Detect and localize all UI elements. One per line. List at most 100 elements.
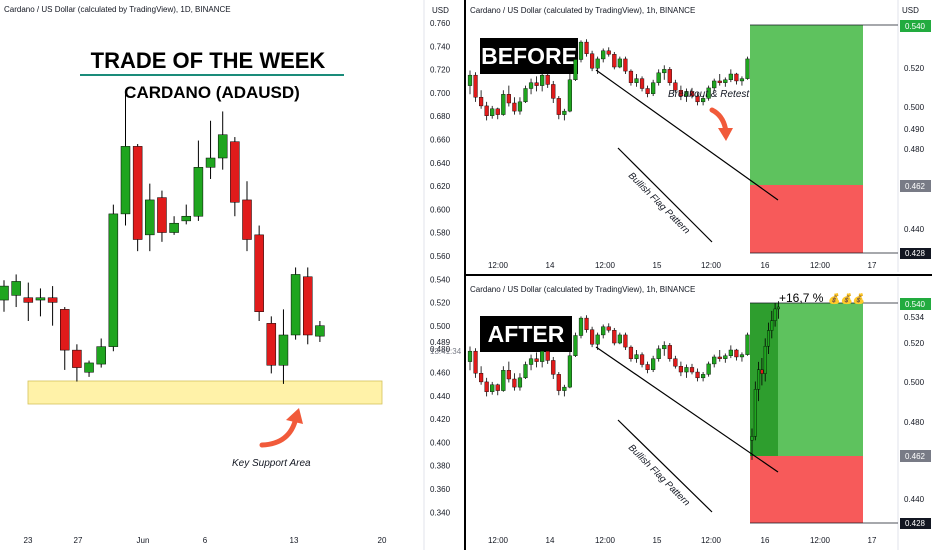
hourly-candle-body: [623, 334, 628, 348]
hourly-candle-body: [606, 50, 611, 55]
before-flag-upper-line: [595, 69, 779, 201]
right-y-tick: 0.480: [904, 418, 925, 427]
middle-axis-tick: 0.420: [430, 415, 451, 424]
right-x-tick: 12:00: [810, 261, 831, 270]
middle-axis-usd-label: USD: [432, 6, 449, 15]
after-extension-candle-body: [750, 436, 754, 441]
hourly-candle-body: [573, 335, 578, 356]
before-chart-header: Cardano / US Dollar (calculated by Tradi…: [470, 6, 695, 15]
hourly-candle-body: [639, 78, 645, 89]
right-y-tick: 0.500: [904, 103, 925, 112]
hourly-candle-body: [584, 317, 589, 330]
hourly-candle-body: [567, 79, 572, 112]
hourly-candle-body: [523, 88, 528, 103]
right-y-tick: 0.500: [904, 378, 925, 387]
hourly-candle-body: [534, 358, 539, 362]
right-x-tick: 17: [868, 536, 877, 545]
hourly-candle-body: [684, 367, 689, 373]
daily-candle-body: [181, 215, 191, 222]
hourly-candle-body: [595, 334, 600, 345]
right-y-tick: 0.490: [904, 125, 925, 134]
hourly-candle-body: [667, 345, 672, 359]
middle-axis-tick: 0.440: [430, 392, 451, 401]
hourly-candle-body: [528, 358, 534, 365]
after-badge-text: AFTER: [488, 321, 565, 347]
daily-candle-body: [145, 199, 155, 236]
hourly-candle-body: [651, 358, 656, 370]
hourly-candle-body: [556, 374, 561, 391]
hourly-candle-body: [484, 381, 489, 392]
right-y-tick: 0.520: [904, 64, 925, 73]
after-badge: [480, 316, 572, 352]
middle-price-axis: USD 0.7600.7400.7200.7000.6800.6600.6400…: [423, 0, 462, 550]
support-arrow-icon: [259, 415, 299, 448]
middle-axis-tick: 0.700: [430, 89, 451, 98]
before-flag-label: Bullish Flag Pattern: [626, 170, 692, 236]
right-y-tick: 0.520: [904, 339, 925, 348]
daily-candle-body: [266, 323, 277, 366]
daily-candle-body: [193, 167, 204, 217]
after-panel: Cardano / US Dollar (calculated by Tradi…: [467, 277, 931, 550]
hourly-candle-body: [562, 110, 567, 115]
daily-candle-body: [47, 297, 58, 303]
hourly-candle-body: [595, 58, 600, 69]
hourly-candle-body: [706, 363, 711, 375]
hourly-candle-body: [678, 90, 683, 97]
right-y-tick: 0.440: [904, 225, 925, 234]
before-stop-badge: [900, 248, 931, 259]
hourly-candle-body: [617, 58, 622, 68]
after-stop-badge: [900, 518, 931, 529]
gain-label: +16,7 %: [779, 291, 824, 305]
hourly-candle-body: [473, 350, 478, 374]
middle-axis-tick: 0.460: [430, 369, 451, 378]
hourly-candle-body: [712, 80, 717, 89]
after-extension-candle-body: [757, 369, 761, 390]
after-extension-candle-body: [763, 345, 767, 374]
gain-emoji: 💰💰💰: [828, 292, 865, 305]
support-label: Key Support Area: [232, 458, 311, 469]
middle-axis-tick: 0.360: [430, 485, 451, 494]
right-y-tick: 0.480: [904, 145, 925, 154]
after-y-axis: 0.534 0.520 0.500 0.480 0.440: [904, 313, 925, 504]
before-flag-lower-line: [617, 147, 713, 243]
hourly-candle-body: [562, 386, 567, 391]
after-hourly-candles: [467, 301, 780, 460]
left-x-tick: Jun: [137, 536, 150, 545]
after-loss-zone: [750, 456, 863, 523]
before-panel: Cardano / US Dollar (calculated by Tradi…: [467, 0, 931, 272]
hourly-candle-body: [501, 370, 506, 391]
daily-candle-body: [120, 146, 131, 215]
middle-axis-tick: 0.760: [430, 19, 451, 28]
after-extension-candle-body: [753, 389, 757, 437]
hourly-candle-body: [673, 82, 678, 91]
hourly-candle-body: [689, 367, 695, 373]
hourly-candle-body: [728, 73, 733, 80]
hourly-candle-body: [634, 354, 639, 359]
hourly-candle-body: [606, 326, 611, 331]
countdown-label: 13:41:34: [430, 347, 462, 356]
hourly-candle-body: [728, 349, 733, 357]
right-x-tick: 16: [761, 536, 770, 545]
hourly-candle-body: [673, 358, 678, 367]
middle-axis-tick: 0.620: [430, 182, 451, 191]
hourly-candle-body: [601, 50, 606, 60]
before-entry-badge: [900, 180, 931, 192]
hourly-candle-body: [662, 69, 667, 74]
daily-candle-body: [0, 285, 9, 301]
hourly-candle-body: [590, 329, 595, 345]
hourly-candle-body: [645, 88, 650, 94]
daily-candle-body: [278, 334, 289, 366]
hourly-candle-body: [517, 377, 523, 388]
middle-axis-tick: 0.480: [430, 345, 451, 354]
middle-axis-tick: 0.600: [430, 205, 451, 214]
hourly-candle-body: [545, 74, 550, 85]
left-x-tick: 20: [378, 536, 387, 545]
right-x-tick: 17: [868, 261, 877, 270]
hourly-candle-body: [712, 356, 717, 365]
daily-candle-body: [157, 197, 167, 233]
middle-axis-tick: 0.560: [430, 252, 451, 261]
hourly-candle-body: [495, 384, 500, 391]
breakout-retest-label: Breakout & Retest: [668, 89, 750, 100]
after-extension-candle-body: [773, 308, 777, 321]
middle-axis-tick: 0.580: [430, 229, 451, 238]
